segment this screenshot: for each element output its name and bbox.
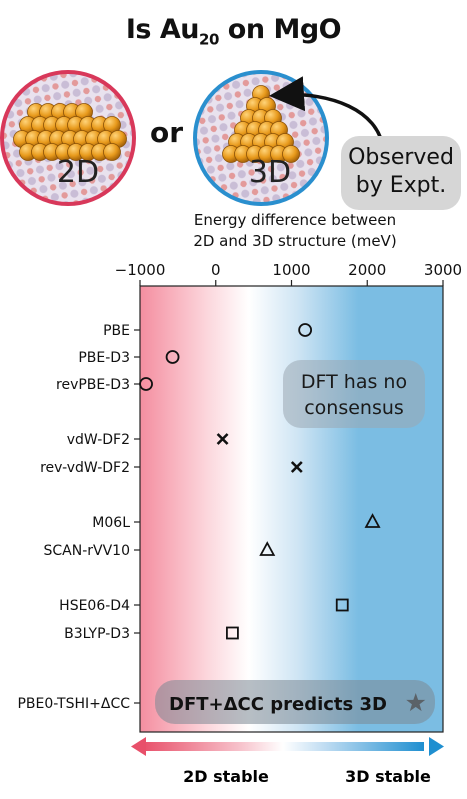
or-label: or xyxy=(150,116,184,149)
y-label-rev-vdw-df2: rev-vdW-DF2 xyxy=(40,460,130,476)
y-label-vdw-df2: vdW-DF2 xyxy=(67,432,130,448)
marker-x-vdw-df2 xyxy=(216,433,229,445)
label-3d: 3D xyxy=(249,155,291,190)
observed-callout: Observed by Expt. xyxy=(341,136,461,210)
cc-callout xyxy=(155,680,435,724)
y-label-pbe-d3: PBE-D3 xyxy=(78,350,130,366)
label-3d-stable: 3D stable xyxy=(345,767,431,786)
stability-arrow xyxy=(131,737,444,756)
consensus-line-1: DFT has no xyxy=(301,371,407,393)
x-tick-label: −1000 xyxy=(115,261,166,279)
x-tick-label: 2000 xyxy=(348,261,386,279)
x-axis-title-line-2: 2D and 3D structure (meV) xyxy=(193,232,397,250)
x-axis-title: Energy difference between 2D and 3D stru… xyxy=(160,210,430,252)
consensus-callout xyxy=(283,360,425,428)
y-label-m06l: M06L xyxy=(92,515,130,531)
plot-background xyxy=(140,286,443,732)
marker-triangle-m06l xyxy=(364,513,381,528)
y-label-scan-rvv10: SCAN-rVV10 xyxy=(44,543,131,559)
x-tick-label: 1000 xyxy=(272,261,310,279)
x-tick-label: 0 xyxy=(211,261,221,279)
observed-line-2: by Expt. xyxy=(355,173,447,198)
x-axis-title-line-1: Energy difference between xyxy=(193,211,397,229)
marker-triangle-scan-rvv10 xyxy=(259,541,276,556)
y-label-hse06-d4: HSE06-D4 xyxy=(59,598,130,614)
marker-circle-pbe-d3 xyxy=(165,350,180,364)
marker-circle-pbe xyxy=(298,323,313,337)
y-label-b3lyp-d3: B3LYP-D3 xyxy=(64,626,130,642)
label-2d: 2D xyxy=(57,155,99,190)
figure-title: Is Au20 on MgO xyxy=(125,14,342,49)
x-tick-label: 3000 xyxy=(424,261,462,279)
structure-2d-image xyxy=(0,70,136,206)
marker-x-rev-vdw-df2 xyxy=(290,461,303,473)
label-2d-stable: 2D stable xyxy=(183,767,269,786)
y-label-pbe0-tshi-cc: PBE0-TSHI+ΔCC xyxy=(17,696,130,712)
observed-line-1: Observed xyxy=(348,145,454,170)
marker-square-hse06-d4 xyxy=(335,598,349,612)
cc-predicts-label: DFT+ΔCC predicts 3D xyxy=(169,694,387,715)
consensus-line-2: consensus xyxy=(304,397,404,419)
marker-circle-revpbe-d3 xyxy=(139,377,153,391)
marker-square-b3lyp-d3 xyxy=(226,626,239,640)
y-label-pbe: PBE xyxy=(103,323,130,339)
y-label-revpbe-d3: revPBE-D3 xyxy=(56,377,130,393)
